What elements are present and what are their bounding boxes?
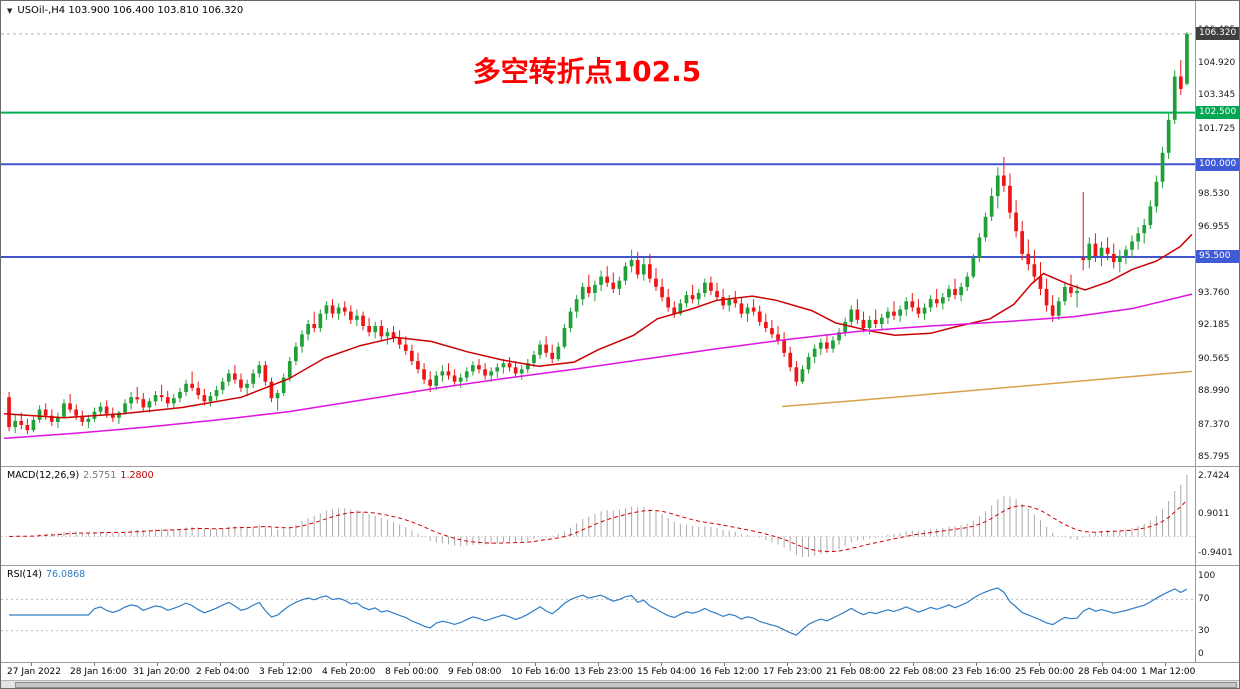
rsi-axis-label: 70 xyxy=(1198,594,1210,604)
time-axis-label: 22 Feb 08:00 xyxy=(889,667,949,677)
time-axis-label: 23 Feb 16:00 xyxy=(952,667,1012,677)
time-axis-tick xyxy=(661,663,662,666)
time-axis-tick xyxy=(976,663,977,666)
time-axis-label: 21 Feb 08:00 xyxy=(826,667,886,677)
time-axis-label: 16 Feb 12:00 xyxy=(700,667,760,677)
time-axis-tick xyxy=(913,663,914,666)
macd-axis-label: 0.9011 xyxy=(1198,509,1230,519)
macd-plot[interactable]: MACD(12,26,9) 2.5751 1.2800 xyxy=(1,467,1195,565)
price-axis-label: 98.530 xyxy=(1198,189,1230,199)
price-axis-label: 92.185 xyxy=(1198,320,1230,330)
scrollbar-thumb[interactable] xyxy=(15,682,1237,688)
support-resistance-lines[interactable] xyxy=(1,111,1195,258)
time-axis-tick xyxy=(94,663,95,666)
time-axis-label: 8 Feb 00:00 xyxy=(385,667,439,677)
time-axis-label: 4 Feb 20:00 xyxy=(322,667,376,677)
time-axis-label: 3 Feb 12:00 xyxy=(259,667,313,677)
time-axis-label: 13 Feb 23:00 xyxy=(574,667,634,677)
time-axis-label: 17 Feb 23:00 xyxy=(763,667,823,677)
ma-line-mid-magenta xyxy=(3,293,1193,440)
time-axis-tick xyxy=(157,663,158,666)
price-axis-label: 87.370 xyxy=(1198,420,1230,430)
time-axis-tick xyxy=(787,663,788,666)
macd-axis[interactable]: 2.7424 0.9011 -0.9401 xyxy=(1195,467,1239,565)
main-chart-plot[interactable]: ▼ USOil-,H4 103.900 106.400 103.810 106.… xyxy=(1,1,1195,466)
price-axis[interactable]: 106.495104.920103.345101.72598.53096.955… xyxy=(1195,1,1239,466)
macd-histogram xyxy=(14,475,1188,557)
main-chart-canvas[interactable]: 多空转折点102.5 xyxy=(1,1,1195,466)
time-axis-label: 15 Feb 04:00 xyxy=(637,667,697,677)
time-axis-tick xyxy=(283,663,284,666)
time-axis-tick xyxy=(409,663,410,666)
time-axis-tick xyxy=(1039,663,1040,666)
time-axis-tick xyxy=(472,663,473,666)
time-axis-tick xyxy=(724,663,725,666)
rsi-line xyxy=(9,587,1188,636)
time-axis-label: 9 Feb 08:00 xyxy=(448,667,502,677)
price-axis-label: 85.795 xyxy=(1198,452,1230,462)
time-axis-tick xyxy=(1102,663,1103,666)
time-axis-tick xyxy=(535,663,536,666)
time-axis-tick xyxy=(346,663,347,666)
chart-annotation-text: 多空转折点102.5 xyxy=(473,55,702,88)
macd-header: MACD(12,26,9) 2.5751 1.2800 xyxy=(7,470,154,481)
rsi-label: RSI(14) xyxy=(7,569,42,580)
time-axis-label: 10 Feb 16:00 xyxy=(511,667,571,677)
ma-line-slow-orange xyxy=(782,370,1193,408)
price-axis-label: 104.920 xyxy=(1198,58,1236,68)
rsi-pane: RSI(14) 76.0868 100 70 30 0 xyxy=(1,566,1239,663)
rsi-canvas[interactable] xyxy=(1,566,1195,662)
rsi-value: 76.0868 xyxy=(45,569,86,580)
symbol-info-bar: ▼ USOil-,H4 103.900 106.400 103.810 106.… xyxy=(7,5,243,16)
rsi-axis-label: 0 xyxy=(1198,649,1204,659)
rsi-plot[interactable]: RSI(14) 76.0868 xyxy=(1,566,1195,662)
time-axis-label: 27 Jan 2022 xyxy=(7,667,61,677)
price-axis-label: 90.565 xyxy=(1198,354,1230,364)
time-axis[interactable]: 27 Jan 2022 28 Jan 16:00 31 Jan 20:00 2 Feb… xyxy=(1,663,1239,680)
time-axis-label: 2 Feb 04:00 xyxy=(196,667,250,677)
price-badge: 102.500 xyxy=(1196,106,1239,119)
macd-canvas[interactable] xyxy=(1,467,1195,565)
time-axis-tick xyxy=(850,663,851,666)
time-axis-tick xyxy=(1165,663,1166,666)
time-axis-label: 28 Jan 16:00 xyxy=(70,667,127,677)
rsi-axis[interactable]: 100 70 30 0 xyxy=(1195,566,1239,662)
price-badge: 100.000 xyxy=(1196,158,1239,171)
macd-axis-label: -0.9401 xyxy=(1198,548,1233,558)
rsi-axis-label: 30 xyxy=(1198,626,1210,636)
price-axis-label: 101.725 xyxy=(1198,124,1236,134)
price-axis-label: 103.345 xyxy=(1198,90,1236,100)
price-axis-label: 88.990 xyxy=(1198,386,1230,396)
main-chart-pane: ▼ USOil-,H4 103.900 106.400 103.810 106.… xyxy=(1,1,1239,467)
time-axis-tick xyxy=(31,663,32,666)
symbol-ohlc-text: USOil-,H4 103.900 106.400 103.810 106.32… xyxy=(17,5,244,16)
ma-line-fast-red xyxy=(3,233,1193,419)
candles-series xyxy=(7,32,1189,435)
rsi-header: RSI(14) 76.0868 xyxy=(7,569,85,580)
price-badge: 106.320 xyxy=(1196,27,1239,40)
time-axis-label: 25 Feb 00:00 xyxy=(1015,667,1075,677)
horizontal-scrollbar[interactable] xyxy=(1,680,1239,688)
rsi-axis-label: 100 xyxy=(1198,571,1216,581)
macd-pane: MACD(12,26,9) 2.5751 1.2800 2.7424 0.9011 -0… xyxy=(1,467,1239,566)
time-axis-tick xyxy=(598,663,599,666)
time-axis-tick xyxy=(220,663,221,666)
time-axis-label: 31 Jan 20:00 xyxy=(133,667,190,677)
macd-signal-line xyxy=(9,499,1188,552)
macd-signal-value: 1.2800 xyxy=(120,470,154,481)
macd-main-value: 2.5751 xyxy=(83,470,117,481)
time-axis-label: 28 Feb 04:00 xyxy=(1078,667,1138,677)
price-axis-label: 93.760 xyxy=(1198,288,1230,298)
price-badge: 95.500 xyxy=(1196,250,1239,263)
time-axis-label: 1 Mar 12:00 xyxy=(1141,667,1196,677)
macd-label: MACD(12,26,9) xyxy=(7,470,80,481)
chevron-down-icon: ▼ xyxy=(7,6,13,15)
price-axis-label: 96.955 xyxy=(1198,222,1230,232)
macd-axis-label: 2.7424 xyxy=(1198,471,1230,481)
